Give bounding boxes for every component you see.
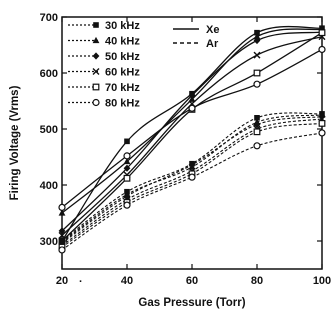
legend-xe-label: Xe — [206, 24, 219, 36]
data-point-xe-50-khz — [253, 36, 261, 45]
data-point-xe-30-khz — [124, 138, 130, 145]
series-line-xe-60-khz — [61, 35, 323, 236]
x-tick-label: 100 — [313, 275, 331, 287]
legend-marker — [92, 98, 100, 107]
data-point-xe-70-khz — [318, 29, 326, 37]
legend-marker — [92, 52, 100, 60]
data-point-ar-80-khz — [123, 201, 131, 209]
data-point-xe-60-khz — [58, 231, 66, 239]
data-point-xe-70-khz — [253, 69, 261, 77]
legend-marker — [92, 36, 100, 44]
series-line-ar-80-khz — [61, 132, 323, 251]
series-line-ar-70-khz — [61, 122, 323, 248]
x-tick-label: 60 — [186, 275, 198, 287]
x-tick-label: 40 — [121, 275, 133, 287]
data-point-xe-40-khz — [253, 33, 261, 40]
y-tick-label: 600 — [40, 68, 58, 80]
y-tick-label: 500 — [40, 124, 58, 136]
legend-marker — [92, 83, 100, 91]
legend-label: 60 kHz — [105, 67, 140, 79]
data-point-xe-30-khz — [254, 29, 260, 36]
data-point-ar-50-khz — [188, 161, 196, 169]
series-layer — [58, 25, 326, 254]
data-point-xe-40-khz — [58, 209, 66, 216]
series-line-xe-80-khz — [61, 48, 323, 208]
data-point-xe-50-khz — [123, 164, 131, 172]
data-point-ar-80-khz — [58, 246, 66, 254]
y-tick-label: 400 — [40, 180, 58, 192]
legend-frequency: 30 kHz 40 kHz 50 kHz 60 kHz 70 kHz 80 kHz — [68, 20, 140, 110]
data-point-ar-80-khz — [318, 129, 326, 137]
series-line-xe-50-khz — [61, 31, 323, 232]
data-point-xe-40-khz — [123, 157, 131, 165]
plot-frame — [61, 16, 323, 270]
data-point-xe-60-khz — [253, 51, 261, 59]
legend-label: 50 kHz — [105, 51, 140, 63]
legend-label: 70 kHz — [105, 82, 140, 94]
data-point-xe-70-khz — [123, 174, 131, 182]
data-point-xe-80-khz — [318, 45, 326, 54]
y-axis-label: Firing Voltage (Vrms) — [9, 85, 21, 200]
x-tick-label: 20 — [56, 275, 68, 287]
x-axis-label: Gas Pressure (Torr) — [138, 297, 245, 309]
legend-label: 30 kHz — [105, 20, 140, 32]
data-point-xe-80-khz — [253, 80, 261, 88]
data-point-ar-80-khz — [253, 142, 261, 150]
data-point-ar-80-khz — [188, 173, 196, 181]
data-point-xe-50-khz — [188, 91, 196, 99]
legend-marker — [92, 68, 100, 75]
data-point-ar-70-khz — [318, 119, 326, 127]
data-point-xe-80-khz — [188, 104, 196, 112]
x-tick-label: 80 — [251, 275, 263, 287]
legend-label: 40 kHz — [105, 36, 140, 48]
legend-marker — [93, 22, 99, 28]
y-tick-label: 300 — [40, 236, 58, 248]
series-line-xe-70-khz — [61, 32, 323, 242]
data-point-ar-70-khz — [253, 128, 261, 136]
data-point-ar-50-khz — [318, 113, 326, 121]
data-point-ar-30-khz — [254, 115, 260, 121]
legend-ar-label: Ar — [206, 38, 219, 50]
x-axis-stray-dot: · — [79, 276, 83, 288]
legend-label: 80 kHz — [105, 98, 140, 110]
tick-layer: 20 40 60 80 100 300 400 500 600 700 — [40, 12, 332, 287]
data-point-xe-80-khz — [58, 203, 66, 211]
data-point-xe-80-khz — [123, 152, 131, 160]
series-line-xe-30-khz — [61, 25, 323, 242]
y-tick-label: 700 — [40, 12, 58, 24]
